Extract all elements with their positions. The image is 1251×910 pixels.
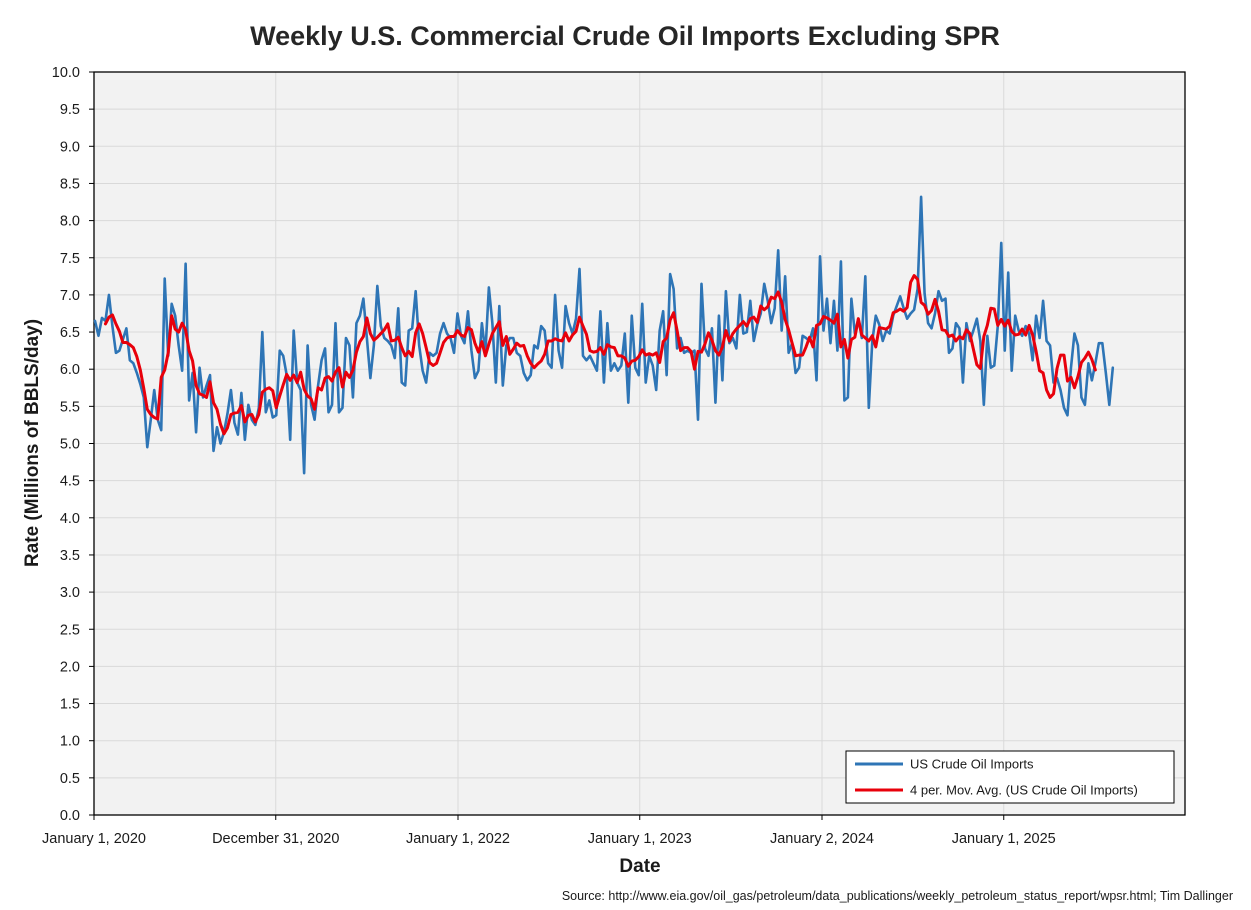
y-tick-label: 3.0: [60, 585, 80, 601]
legend: US Crude Oil Imports 4 per. Mov. Avg. (U…: [845, 750, 1175, 804]
y-tick-label: 6.5: [60, 325, 80, 341]
series-layer: [93, 195, 1115, 475]
series-line-us-crude-oil-imports: [93, 195, 1115, 475]
x-tick-label: January 1, 2023: [588, 831, 692, 847]
y-tick-label: 4.5: [60, 474, 80, 490]
vertical-gridlines: [275, 72, 1005, 815]
legend-label-us-crude-oil-imports: US Crude Oil Imports: [910, 757, 1034, 772]
y-tick-label: 5.5: [60, 399, 80, 415]
y-tick-label: 1.0: [60, 734, 80, 750]
y-tick-label: 9.5: [60, 102, 80, 118]
series-line-moving-average: [103, 274, 1097, 436]
y-tick-label: 0.5: [60, 771, 80, 787]
x-tick-label: January 1, 2022: [406, 831, 510, 847]
y-axis-title: Rate (Millions of BBLS/day): [22, 319, 43, 567]
chart-title: Weekly U.S. Commercial Crude Oil Imports…: [250, 21, 1000, 51]
legend-box: [845, 750, 1175, 804]
y-tick-label: 5.0: [60, 437, 80, 453]
y-tick-label: 1.5: [60, 697, 80, 713]
x-tick-label: December 31, 2020: [212, 831, 339, 847]
y-axis-ticks: 0.0 0.5 1.0 1.5 2.0 2.5 3.0 3.5 4.0 4.5 5.0 5.5 6.0 6…: [52, 65, 94, 824]
y-tick-label: 8.5: [60, 176, 80, 192]
x-axis-ticks: January 1, 2020 December 31, 2020 January …: [42, 815, 1056, 847]
y-tick-label: 10.0: [52, 65, 80, 81]
y-tick-label: 7.0: [60, 288, 80, 304]
x-tick-label: January 1, 2025: [952, 831, 1056, 847]
y-tick-label: 0.0: [60, 808, 80, 824]
y-tick-label: 9.0: [60, 139, 80, 155]
y-tick-label: 2.0: [60, 659, 80, 675]
y-tick-label: 4.0: [60, 511, 80, 527]
legend-label-moving-average: 4 per. Mov. Avg. (US Crude Oil Imports): [910, 783, 1138, 798]
y-tick-label: 2.5: [60, 622, 80, 638]
y-tick-label: 6.0: [60, 362, 80, 378]
y-tick-label: 7.5: [60, 251, 80, 267]
x-tick-label: January 1, 2020: [42, 831, 146, 847]
source-note: Source: http://www.eia.gov/oil_gas/petro…: [562, 889, 1233, 903]
x-tick-label: January 2, 2024: [770, 831, 874, 847]
y-tick-label: 8.0: [60, 214, 80, 230]
y-tick-label: 3.5: [60, 548, 80, 564]
x-axis-title: Date: [619, 856, 660, 877]
